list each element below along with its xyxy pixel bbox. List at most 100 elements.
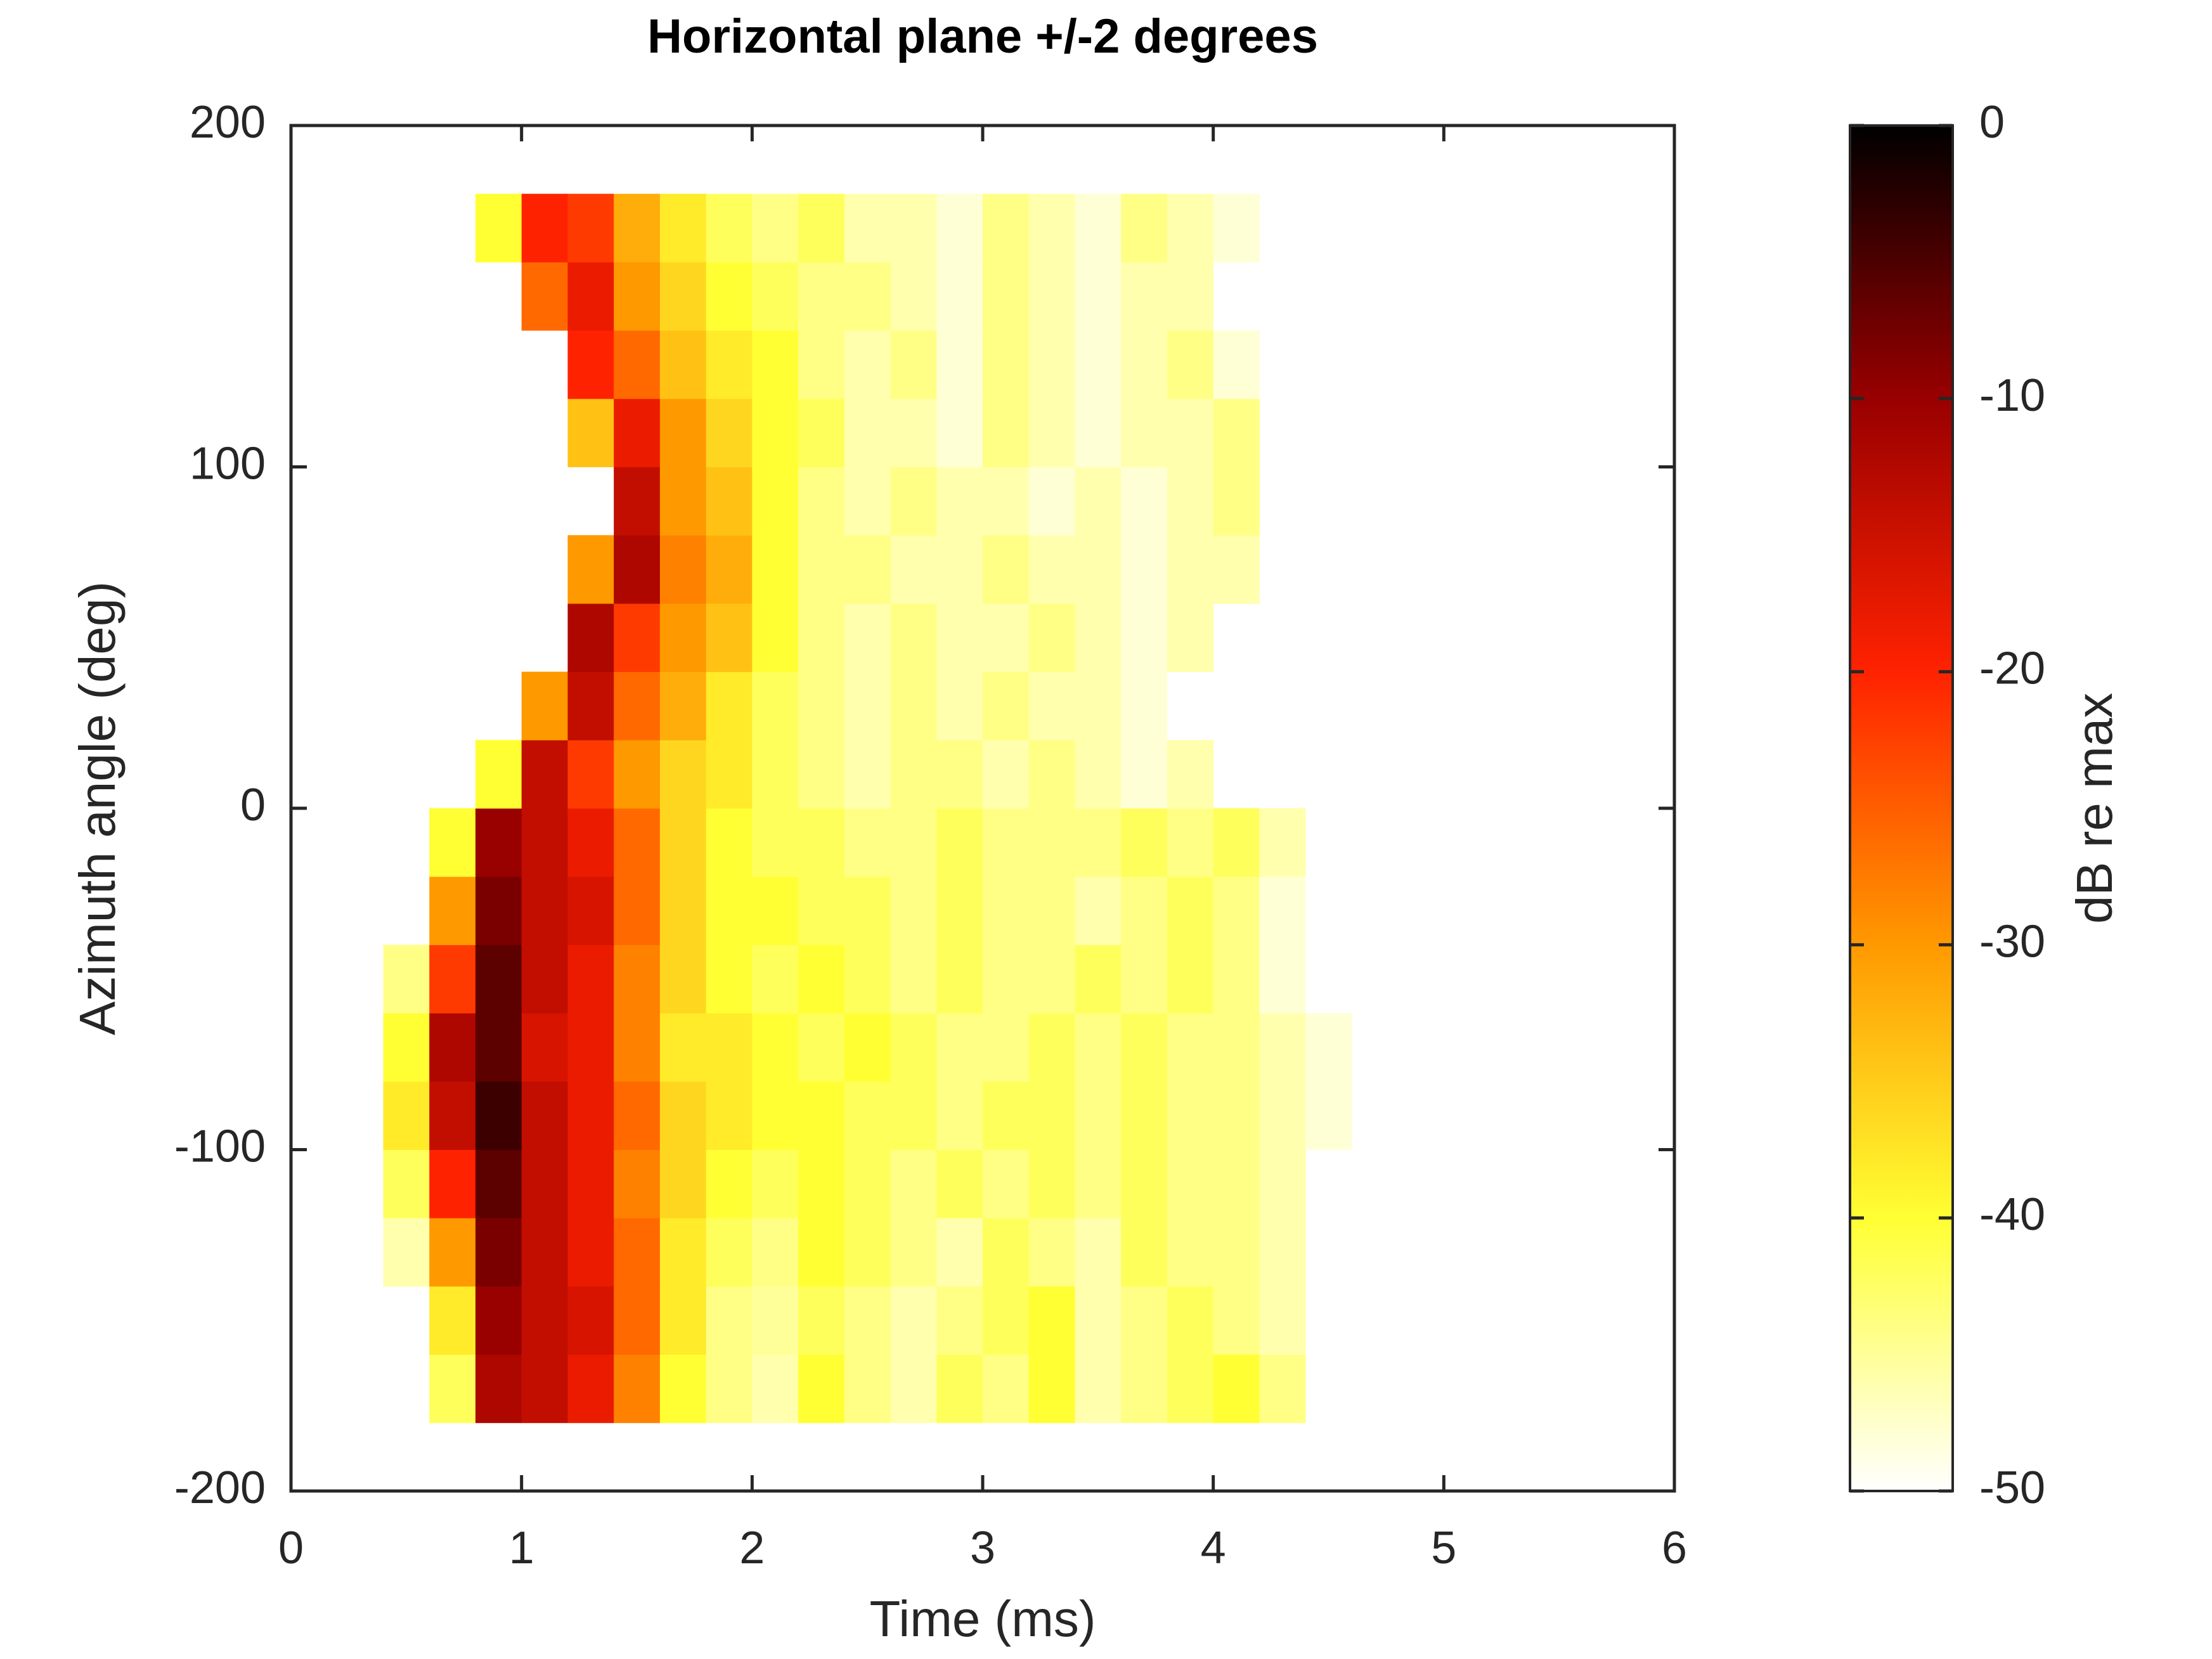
heat-cell: [706, 945, 753, 1014]
heat-cell: [983, 1081, 1030, 1150]
heat-cell: [706, 1081, 753, 1150]
heat-cell: [936, 330, 983, 399]
heat-cell: [1305, 1081, 1352, 1150]
heat-cell: [1213, 193, 1260, 262]
heat-cell: [983, 1013, 1030, 1082]
heat-cell: [983, 262, 1030, 331]
heat-cell: [1167, 808, 1214, 877]
heat-cell: [521, 1013, 568, 1082]
heat-cell: [1167, 262, 1214, 331]
heat-cell: [844, 330, 891, 399]
x-tick-label: 5: [1431, 1523, 1456, 1573]
heat-cell: [1028, 876, 1075, 945]
heat-cell: [659, 1013, 707, 1082]
y-tick-label: 200: [190, 97, 266, 148]
heat-cell: [1121, 1218, 1168, 1287]
heat-cell: [614, 740, 661, 809]
heat-cell: [614, 193, 661, 262]
heat-cell: [983, 1149, 1030, 1218]
heat-cell: [706, 467, 753, 536]
heat-cell: [1121, 1013, 1168, 1082]
heat-cell: [567, 535, 614, 604]
heat-cell: [1121, 945, 1168, 1014]
heat-cell: [429, 945, 476, 1014]
heat-cell: [1075, 398, 1122, 467]
heat-cell: [936, 1218, 983, 1287]
heat-cell: [936, 1081, 983, 1150]
heat-cell: [890, 671, 937, 740]
heat-cell: [614, 330, 661, 399]
heat-cell: [429, 1013, 476, 1082]
heat-cell: [1213, 330, 1260, 399]
x-tick-label: 6: [1662, 1523, 1687, 1573]
heat-cell: [475, 1286, 522, 1355]
heat-cell: [1305, 1013, 1352, 1082]
heat-cell: [890, 945, 937, 1014]
heat-cell: [936, 808, 983, 877]
heat-cell: [475, 876, 522, 945]
heat-cell: [706, 535, 753, 604]
heat-cell: [798, 945, 845, 1014]
heat-cell: [567, 1354, 614, 1423]
heat-cell: [706, 193, 753, 262]
heat-cell: [798, 740, 845, 809]
x-tick-label: 3: [970, 1523, 995, 1573]
heat-cell: [1167, 398, 1214, 467]
heat-cell: [1075, 1354, 1122, 1423]
heat-cell: [1167, 945, 1214, 1014]
y-tick-label: -200: [174, 1462, 266, 1513]
heat-cell: [752, 671, 799, 740]
heat-cell: [798, 876, 845, 945]
heat-cell: [890, 1149, 937, 1218]
chart-title: Horizontal plane +/-2 degrees: [647, 10, 1318, 63]
heat-cell: [475, 740, 522, 809]
heat-cell: [1121, 1149, 1168, 1218]
heat-cell: [706, 1354, 753, 1423]
heat-cell: [567, 671, 614, 740]
heat-cell: [752, 1218, 799, 1287]
heat-cell: [1121, 1354, 1168, 1423]
heat-cell: [521, 193, 568, 262]
heat-cell: [659, 1354, 707, 1423]
heat-cell: [1121, 330, 1168, 399]
heat-cell: [521, 1081, 568, 1150]
heat-cell: [936, 398, 983, 467]
heat-cell: [1028, 945, 1075, 1014]
heat-cell: [383, 1218, 430, 1287]
heat-cell: [1028, 740, 1075, 809]
heat-cell: [614, 1081, 661, 1150]
heat-cell: [1075, 193, 1122, 262]
heat-cell: [890, 1286, 937, 1355]
heat-cell: [1121, 467, 1168, 536]
heat-cell: [429, 1354, 476, 1423]
heat-cell: [890, 398, 937, 467]
heat-cell: [475, 1081, 522, 1150]
heat-cell: [614, 808, 661, 877]
heat-cell: [890, 876, 937, 945]
y-tick-label: 100: [190, 439, 266, 489]
heat-cell: [1167, 1013, 1214, 1082]
heat-cell: [752, 808, 799, 877]
colorbar-tick-label: -20: [1979, 643, 2045, 694]
heat-cell: [798, 671, 845, 740]
heat-cell: [1259, 1354, 1306, 1423]
heat-cell: [844, 1013, 891, 1082]
heat-cell: [1028, 193, 1075, 262]
heat-cell: [890, 330, 937, 399]
heat-cell: [1167, 193, 1214, 262]
heat-cell: [706, 1149, 753, 1218]
heat-cell: [1121, 671, 1168, 740]
heat-cell: [1121, 535, 1168, 604]
heat-cell: [706, 876, 753, 945]
heat-cell: [1259, 1013, 1306, 1082]
heat-cell: [521, 1286, 568, 1355]
heat-cell: [983, 193, 1030, 262]
heat-cell: [567, 262, 614, 331]
heat-cell: [475, 1218, 522, 1287]
heat-cell: [1213, 1149, 1260, 1218]
heat-cell: [1075, 876, 1122, 945]
heat-cell: [475, 193, 522, 262]
heat-cell: [890, 603, 937, 673]
heat-cell: [983, 535, 1030, 604]
heat-cell: [844, 262, 891, 331]
